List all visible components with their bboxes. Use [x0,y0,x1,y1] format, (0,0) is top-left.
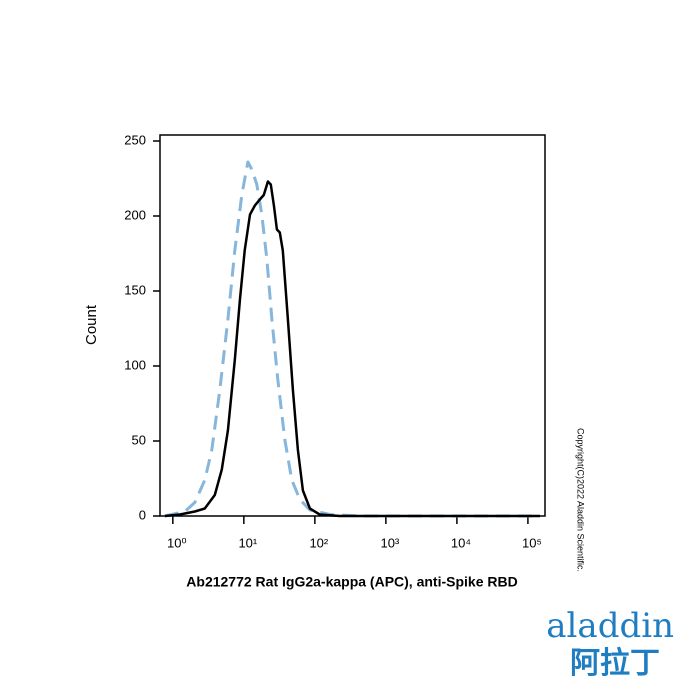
y-axis-label: Count [83,304,100,345]
plot-frame [159,134,546,517]
x-tick-label: 10⁵ [522,535,542,550]
y-tick-label: 150 [124,282,146,297]
y-tick-label: 0 [139,507,146,522]
y-tick-label: 50 [132,432,146,447]
x-tick-label: 10⁰ [167,535,187,550]
x-tick-label: 10² [309,535,328,550]
logo-text: aladdin [546,606,674,646]
copyright: Copyright(C)2022 Aladdin Scientific. [576,428,586,572]
x-tick-label: 10³ [380,535,399,550]
histogram-line [164,160,540,518]
x-tick-label: 10¹ [238,535,257,550]
y-tick-label: 100 [124,357,146,372]
histogram-line [164,180,540,518]
x-axis-label: Ab212772 Rat IgG2a-kappa (APC), anti-Spi… [186,574,517,590]
y-tick-label: 200 [124,207,146,222]
y-tick-label: 250 [124,132,146,147]
x-tick-label: 10⁴ [451,535,471,550]
logo-chinese: 阿拉丁 [570,646,660,680]
